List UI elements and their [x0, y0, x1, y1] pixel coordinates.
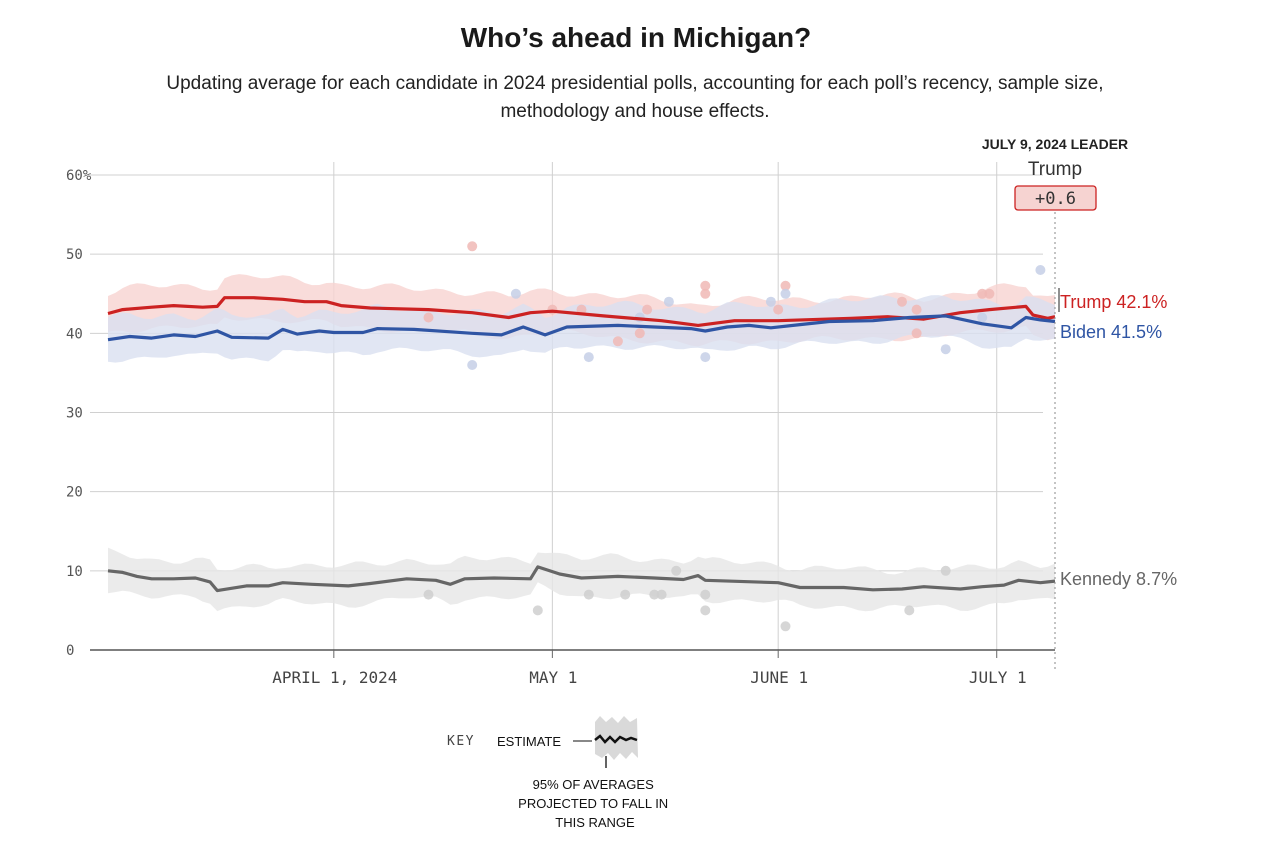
key-range-line-1: 95% OF AVERAGES	[533, 777, 654, 792]
biden-poll-dot	[663, 296, 674, 307]
chart-key: KEY ESTIMATE 95% OF AVERAGES PROJECTED T…	[447, 716, 672, 830]
biden-poll-dot	[765, 296, 776, 307]
trump-poll-dot	[700, 288, 711, 299]
biden-poll-dot	[977, 312, 988, 323]
biden-poll-dot	[467, 360, 478, 370]
kennedy-poll-dot	[532, 605, 543, 616]
biden-poll-dot	[510, 288, 521, 299]
axes: 60% 50 40 30 20 10 0 APRIL 1, 2024 MAY 1 JUNE 1 JU…	[66, 168, 1056, 687]
trump-poll-dot	[911, 304, 922, 315]
trump-poll-dot	[642, 304, 653, 315]
end-labels: Trump 42.1% Biden 41.5% Kennedy 8.7%	[1058, 288, 1177, 589]
trump-poll-dot	[977, 288, 988, 299]
trump-poll-dot	[773, 304, 784, 315]
kennedy-poll-dot	[671, 565, 682, 576]
chart-subtitle: Updating average for each candidate in 2…	[166, 73, 1104, 122]
biden-poll-dot	[583, 352, 594, 363]
leader-margin: +0.6	[1035, 189, 1076, 209]
kennedy-poll-dot	[780, 621, 791, 632]
y-tick-label: 30	[66, 406, 83, 422]
key-range-line-3: THIS RANGE	[555, 815, 635, 830]
y-tick-label: 60%	[66, 168, 92, 184]
key-range-line-2: PROJECTED TO FALL IN	[518, 796, 668, 811]
biden-poll-dot	[1035, 265, 1046, 275]
trump-poll-dot	[780, 280, 791, 291]
trump-poll-dot	[612, 336, 623, 347]
trump-poll-dot	[423, 312, 434, 323]
leader-margin-box	[1014, 185, 1097, 211]
kennedy-poll-dot	[940, 565, 951, 576]
x-tick-label: JUNE 1	[750, 668, 808, 687]
leader-box: JULY 9, 2024 LEADER Trump +0.6	[982, 136, 1128, 211]
kennedy-end-label: Kennedy 8.7%	[1060, 569, 1177, 589]
kennedy-poll-dot	[583, 589, 594, 600]
trump-poll-dot	[911, 328, 922, 339]
y-tick-label: 40	[66, 326, 83, 342]
x-tick-label: MAY 1	[529, 668, 577, 687]
kennedy-poll-dot	[700, 605, 711, 616]
key-range-label: 95% OF AVERAGES PROJECTED TO FALL IN THI…	[518, 777, 672, 830]
y-tick-label: 50	[66, 247, 83, 263]
trump-poll-dot	[700, 280, 711, 291]
key-range-band	[595, 716, 638, 760]
kennedy-poll-dot	[620, 589, 631, 600]
y-tick-label: 10	[66, 564, 83, 580]
trump-poll-dot	[467, 241, 478, 252]
kennedy-poll-dot	[700, 589, 711, 600]
x-tick-label: JULY 1	[969, 668, 1027, 687]
leader-date-label: JULY 9, 2024 LEADER	[982, 136, 1128, 152]
kennedy-average-line	[107, 565, 1056, 593]
trump-end-label: Trump 42.1%	[1060, 292, 1167, 312]
biden-poll-dot	[700, 352, 711, 363]
kennedy-poll-dot	[656, 589, 667, 600]
biden-poll-dot	[780, 288, 791, 299]
key-label: KEY	[447, 734, 475, 749]
biden-range-band	[108, 295, 1055, 363]
leader-name: Trump	[1028, 159, 1082, 180]
trump-poll-dot	[984, 288, 995, 299]
x-tick-label: APRIL 1, 2024	[272, 668, 397, 687]
kennedy-poll-dot	[904, 605, 915, 616]
biden-end-label: Biden 41.5%	[1060, 322, 1162, 342]
trump-average-line	[107, 296, 1056, 327]
trend-lines	[107, 296, 1056, 593]
key-estimate-line	[594, 734, 638, 744]
kennedy-poll-dot	[423, 589, 434, 600]
y-tick-label: 0	[66, 643, 74, 659]
y-tick-label: 20	[66, 485, 83, 501]
biden-poll-dot	[940, 344, 951, 355]
chart-title: Who’s ahead in Michigan?	[460, 22, 812, 53]
key-estimate-label: ESTIMATE	[497, 734, 561, 749]
biden-average-line	[107, 314, 1056, 342]
uncertainty-bands	[108, 274, 1055, 612]
kennedy-poll-dot	[649, 589, 660, 600]
trump-poll-dot	[634, 328, 645, 339]
trump-poll-dot	[897, 296, 907, 307]
